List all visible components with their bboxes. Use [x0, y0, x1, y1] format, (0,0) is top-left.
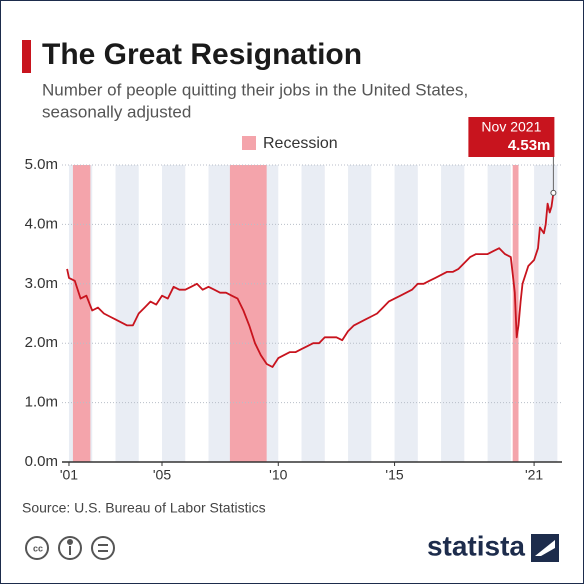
data-line: [66, 192, 555, 368]
annotation-value: 4.53m: [508, 137, 551, 154]
source: Source: U.S. Bureau of Labor Statistics: [22, 500, 266, 516]
recession-band: [72, 165, 91, 462]
y-tick-label: 0.0m: [25, 453, 58, 470]
logo-mark: [535, 540, 555, 556]
year-stripe: [208, 165, 232, 462]
y-tick-label: 4.0m: [25, 215, 58, 232]
year-stripe: [348, 165, 372, 462]
y-tick-label: 5.0m: [25, 156, 58, 173]
year-stripe: [487, 165, 511, 462]
x-tick-label: '15: [385, 467, 403, 483]
subtitle: seasonally adjusted: [42, 102, 191, 121]
chart-title: The Great Resignation: [42, 38, 362, 71]
annotation-box: [468, 117, 555, 157]
year-stripe: [115, 165, 139, 462]
cc-icon: [25, 536, 49, 560]
annotation: Nov 2021 4.53m: [468, 117, 557, 196]
by-icon: [58, 536, 82, 560]
by-head: [67, 539, 73, 545]
x-tick-label: '05: [153, 467, 171, 483]
annotation-title: Nov 2021: [481, 119, 541, 135]
legend-swatch: [242, 136, 256, 150]
logo: statista: [427, 530, 525, 561]
cc-text: cc: [33, 543, 43, 553]
x-tick-label: '01: [60, 467, 78, 483]
point-marker: [550, 189, 557, 196]
legend-label: Recession: [263, 135, 338, 152]
y-tick-label: 1.0m: [25, 394, 58, 411]
year-stripe: [301, 165, 325, 462]
license-icons: [25, 536, 115, 560]
recession-band: [229, 165, 267, 462]
title-accent: [22, 40, 31, 73]
y-tick-label: 3.0m: [25, 275, 58, 292]
nd-icon: [91, 536, 115, 560]
plot: 0.0m 1.0m 2.0m 3.0m 4.0m 5.0m '01 '05 '10 '15 '21: [25, 156, 562, 483]
year-stripe: [394, 165, 418, 462]
year-stripe: [162, 165, 186, 462]
year-stripe: [441, 165, 465, 462]
year-stripe: [534, 165, 558, 462]
y-tick-label: 2.0m: [25, 334, 58, 351]
x-tick-label: '10: [269, 467, 287, 483]
subtitle: Number of people quitting their jobs in …: [42, 80, 468, 99]
x-tick-label: '21: [525, 467, 543, 483]
